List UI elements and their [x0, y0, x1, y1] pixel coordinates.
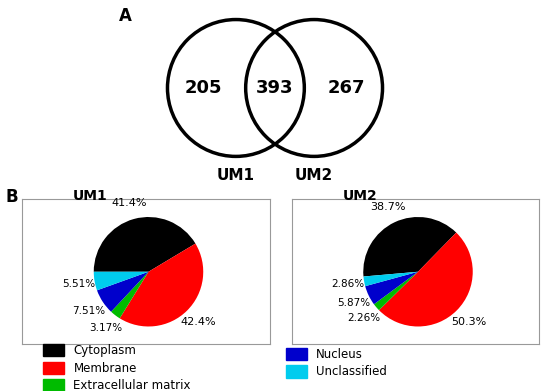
Text: 205: 205: [185, 79, 222, 97]
Text: UM1: UM1: [73, 189, 108, 203]
Wedge shape: [94, 272, 148, 291]
Text: 5.87%: 5.87%: [337, 298, 371, 308]
Wedge shape: [94, 217, 195, 272]
Legend: Nucleus, Unclassified: Nucleus, Unclassified: [281, 343, 392, 383]
Text: A: A: [119, 7, 131, 25]
Text: 2.26%: 2.26%: [348, 313, 381, 323]
Wedge shape: [374, 272, 418, 310]
Wedge shape: [97, 272, 148, 312]
Text: UM2: UM2: [295, 168, 333, 183]
Wedge shape: [111, 272, 148, 318]
Wedge shape: [365, 272, 418, 304]
Text: 3.17%: 3.17%: [89, 323, 122, 333]
Text: 393: 393: [256, 79, 294, 97]
Text: 41.4%: 41.4%: [112, 198, 147, 208]
Text: UM2: UM2: [343, 189, 377, 203]
Text: 5.51%: 5.51%: [62, 279, 95, 289]
Text: 2.86%: 2.86%: [332, 279, 365, 289]
Wedge shape: [120, 244, 204, 326]
Text: 7.51%: 7.51%: [73, 306, 106, 316]
Text: 267: 267: [328, 79, 365, 97]
Text: 38.7%: 38.7%: [370, 203, 405, 212]
Text: 42.4%: 42.4%: [181, 317, 216, 327]
Wedge shape: [379, 233, 473, 326]
Text: B: B: [6, 188, 18, 206]
Text: 50.3%: 50.3%: [451, 317, 486, 327]
Wedge shape: [364, 272, 418, 286]
Wedge shape: [363, 217, 456, 276]
Text: UM1: UM1: [217, 168, 255, 183]
